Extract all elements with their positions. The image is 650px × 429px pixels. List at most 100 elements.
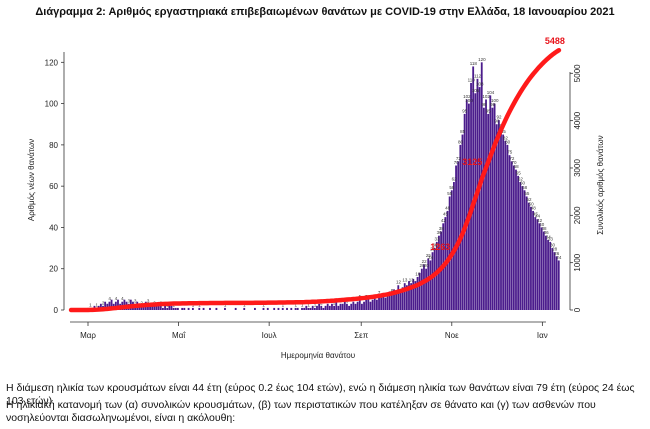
bar	[555, 256, 558, 310]
y-tick-label: 100	[45, 100, 59, 109]
bar	[553, 252, 556, 310]
bar	[209, 307, 211, 310]
bar	[151, 303, 154, 310]
bar	[472, 66, 475, 310]
bar	[243, 307, 246, 310]
bar	[350, 303, 353, 310]
bar-value-label: 100	[465, 98, 473, 103]
bar-value-label: 120	[478, 57, 486, 62]
bar	[431, 252, 434, 310]
bar	[540, 227, 543, 310]
bar-value-label: 48	[531, 205, 537, 210]
bar-value-label: 1	[314, 302, 317, 307]
bar	[461, 134, 464, 310]
bar	[405, 285, 408, 310]
bar	[418, 272, 421, 310]
bar	[482, 107, 485, 310]
bar	[525, 196, 528, 310]
y2-tick-label: 0	[573, 307, 582, 312]
bar	[356, 301, 359, 310]
bar	[202, 307, 205, 310]
bar	[183, 307, 186, 310]
bar	[181, 307, 184, 310]
bar	[155, 305, 158, 310]
bar	[547, 239, 549, 310]
bar	[262, 307, 265, 310]
bar	[412, 279, 415, 310]
bar	[521, 186, 524, 310]
cumulative-label: 3125	[462, 157, 482, 167]
bar-value-label: 1	[294, 302, 297, 307]
bar	[343, 301, 346, 310]
bar	[465, 99, 468, 310]
bar-value-label: 1	[301, 302, 304, 307]
bar	[311, 305, 314, 310]
bar-value-label: 58	[449, 185, 455, 190]
bar	[399, 289, 402, 310]
bar-value-label: 70	[511, 160, 517, 165]
bar-value-label: 1	[282, 302, 285, 307]
bar-value-label: 42	[441, 218, 447, 223]
bar	[191, 307, 194, 310]
bar	[506, 144, 509, 310]
bar	[286, 307, 288, 310]
bar	[324, 305, 327, 310]
bar-value-label: 38	[439, 226, 445, 231]
bar	[331, 303, 333, 310]
bar	[322, 307, 325, 310]
bar-value-label: 20	[419, 263, 425, 268]
bar	[408, 281, 410, 310]
bar	[234, 307, 237, 310]
bar	[328, 305, 331, 310]
bar	[198, 307, 201, 310]
bar	[382, 293, 385, 310]
y2-axis-title: Συνολικός αριθμός θανάτων	[596, 135, 605, 234]
bar-value-label: 95	[486, 108, 492, 113]
bar-value-label: 1	[307, 302, 310, 307]
bar	[326, 303, 329, 310]
bar	[307, 307, 310, 310]
bar	[176, 307, 179, 310]
bar-value-label: 82	[503, 135, 509, 140]
bar	[166, 307, 169, 310]
y-tick-label: 120	[45, 58, 59, 67]
bar-value-label: 33	[434, 236, 440, 241]
x-tick-label: Ιαν	[537, 331, 548, 340]
bar	[536, 219, 539, 310]
bar	[410, 283, 413, 310]
bar	[174, 307, 177, 310]
bar	[390, 293, 393, 310]
bar-value-label: 45	[443, 212, 449, 217]
bar-series	[87, 62, 560, 311]
bar-value-label: 70	[454, 160, 460, 165]
bar	[380, 297, 383, 310]
bar	[425, 268, 428, 310]
bar	[420, 268, 423, 310]
bar	[172, 307, 175, 310]
y2-tick-label: 2000	[573, 206, 582, 224]
bar	[551, 248, 554, 310]
bar	[545, 235, 547, 310]
bar	[485, 99, 487, 310]
bar-value-label: 102	[482, 94, 490, 99]
bar-value-label: 3	[128, 298, 131, 303]
bar-value-label: 118	[470, 61, 478, 66]
bar	[542, 231, 545, 310]
bar	[363, 301, 365, 310]
bar-value-label: 105	[472, 88, 480, 93]
bar	[309, 307, 312, 310]
bar-value-label: 110	[468, 77, 476, 82]
bar-value-label: 108	[476, 82, 484, 87]
bar	[294, 307, 297, 310]
bar	[504, 140, 507, 310]
bar	[508, 155, 511, 310]
bar	[515, 169, 517, 310]
bar-value-label: 42	[537, 218, 543, 223]
bar	[534, 217, 537, 310]
cumulative-label: 5488	[545, 36, 565, 46]
bar-value-label: 2	[140, 300, 143, 305]
bar	[110, 299, 113, 310]
chart-title: Διάγραμμα 2: Αριθμός εργαστηριακά επιβεβ…	[35, 6, 615, 18]
bar-value-label: 104	[487, 90, 495, 95]
